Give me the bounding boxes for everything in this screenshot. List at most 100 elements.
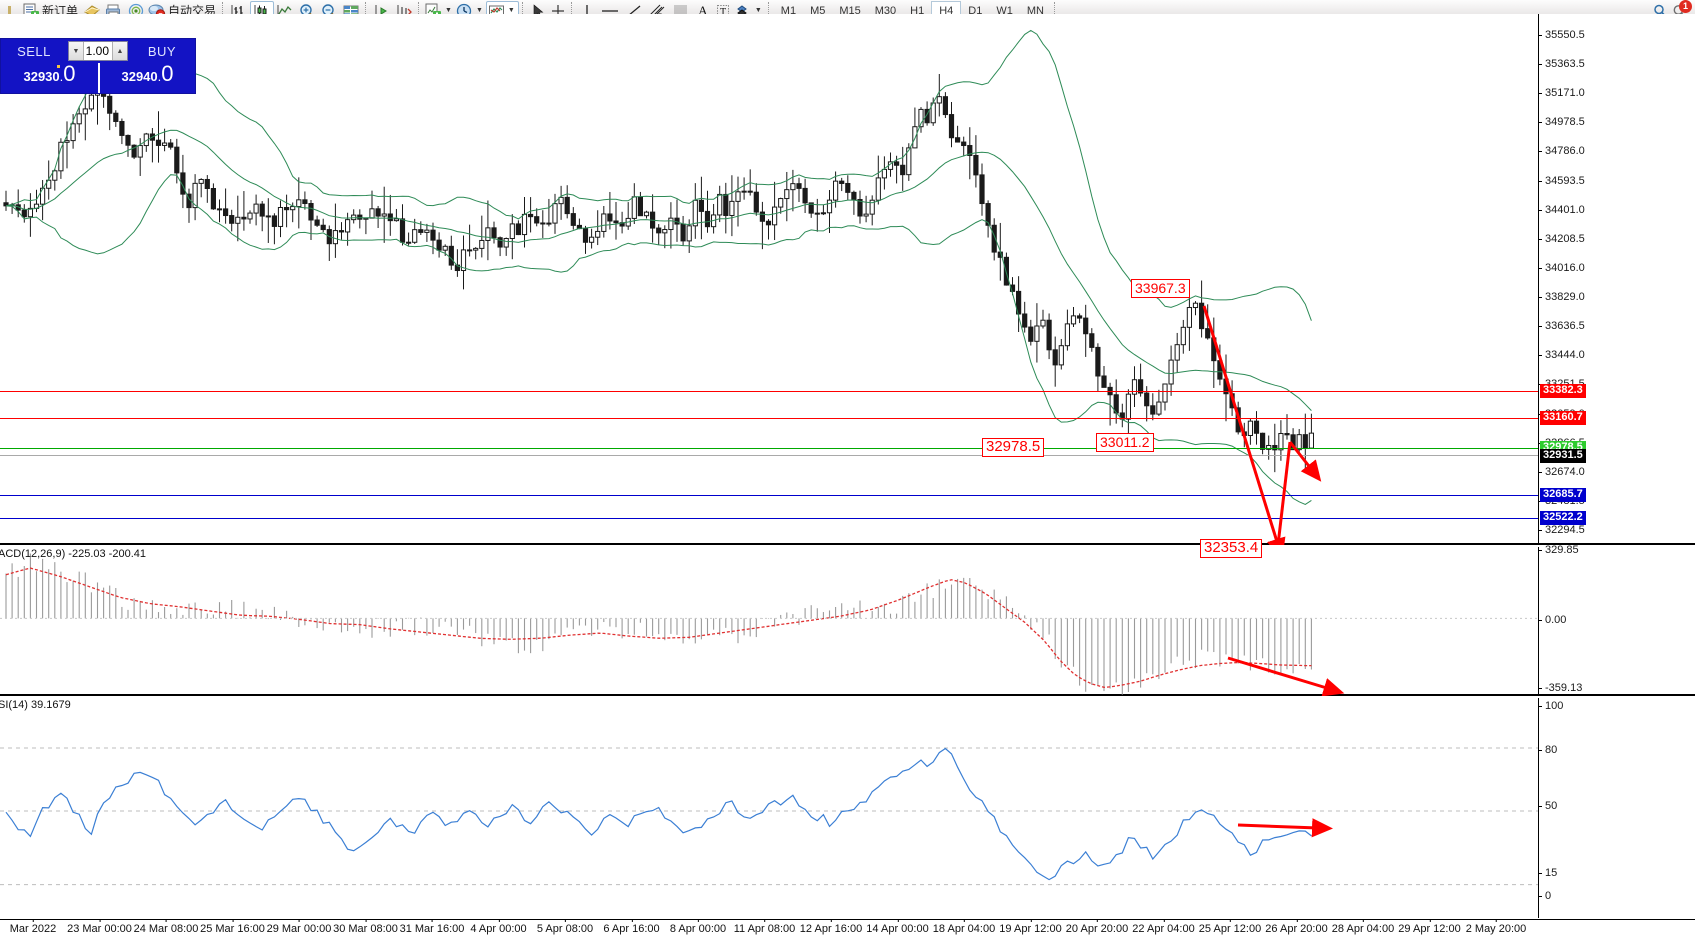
trendline-icon[interactable] — [623, 1, 645, 21]
rsi-tick: 15 — [1539, 867, 1557, 879]
time-tick-label: 31 Mar 16:00 — [399, 919, 465, 935]
price-level-tag[interactable]: 33382.3 — [1540, 384, 1586, 398]
annotation-33011[interactable]: 33011.2 — [1096, 433, 1154, 452]
price-plot-area[interactable] — [0, 14, 1538, 545]
resistance-line-33160[interactable] — [0, 418, 1538, 419]
toolbar-separator-4 — [521, 1, 525, 20]
macd-label: ACD(12,26,9) -225.03 -200.41 — [0, 548, 146, 560]
price-tick: 34786.0 — [1539, 145, 1585, 157]
template-dropdown-arrow[interactable]: ▼ — [507, 7, 515, 14]
rsi-scale[interactable]: 100 80 50 15 0 — [1538, 698, 1695, 918]
text-icon[interactable]: A — [698, 2, 708, 18]
macd-tick: -359.13 — [1539, 682, 1582, 694]
rsi-plot-area[interactable] — [0, 698, 1538, 918]
candlestick-series — [3, 29, 1315, 505]
price-level-tag[interactable]: 32522.2 — [1540, 511, 1586, 525]
toolbar-separator-5 — [570, 1, 574, 20]
oct-price-row: 32930 . 0 32940 . 0 — [1, 63, 195, 93]
period-dropdown-arrow[interactable]: ▼ — [475, 7, 483, 14]
buy-price-separator: . — [157, 69, 162, 84]
time-tick-label: 23 Mar 00:00 — [67, 919, 132, 935]
price-tick: 32294.5 — [1539, 524, 1585, 536]
macd-indicator-pane[interactable]: ACD(12,26,9) -225.03 -200.41 329.85 0.00 -… — [0, 544, 1695, 696]
resistance-line-33382[interactable] — [0, 391, 1538, 392]
sell-price-integer: 32930 — [23, 69, 60, 84]
price-tick: 34978.5 — [1539, 116, 1585, 128]
time-tick-label: 29 Apr 12:00 — [1398, 919, 1461, 935]
support-line-32685[interactable] — [0, 495, 1538, 496]
price-tick: 32674.0 — [1539, 466, 1585, 478]
timeframe-mn[interactable]: MN — [1026, 4, 1044, 17]
time-tick-label: 30 Mar 08:00 — [333, 919, 398, 935]
time-tick-label: 29 Mar 00:00 — [266, 919, 332, 935]
price-tick: 35550.5 — [1539, 29, 1585, 41]
time-tick-label: 4 Apr 00:00 — [470, 919, 527, 935]
timeframe-h1[interactable]: H1 — [910, 4, 925, 17]
sell-button[interactable]: 32930 . 0 — [1, 63, 98, 93]
macd-tick: 329.85 — [1539, 544, 1579, 556]
timeframe-w1[interactable]: W1 — [996, 4, 1013, 17]
price-level-tag[interactable]: 32931.5 — [1540, 449, 1586, 463]
period-icon[interactable]: ▼ — [455, 1, 486, 21]
timeframe-m30[interactable]: M30 — [874, 4, 897, 17]
time-tick-label: 20 Apr 20:00 — [1065, 919, 1129, 935]
tick-direction-indicator — [57, 65, 60, 68]
toolbar-left-edge-icon[interactable] — [2, 1, 22, 21]
macd-scale[interactable]: 329.85 0.00 -359.13 — [1538, 544, 1695, 694]
buy-button[interactable]: 32940 . 0 — [98, 63, 195, 93]
time-tick-label: 18 Apr 04:00 — [932, 919, 996, 935]
volume-value[interactable]: 1.00 — [85, 44, 109, 58]
price-tick: 35171.0 — [1539, 87, 1585, 99]
svg-text:T: T — [720, 7, 726, 18]
timeframe-m5[interactable]: M5 — [810, 4, 826, 17]
toolbar-separator — [222, 1, 225, 20]
time-tick-label: 25 Apr 12:00 — [1198, 919, 1262, 935]
price-tick: 34401.0 — [1539, 204, 1585, 216]
toolbar-separator-2 — [365, 1, 368, 20]
timeframe-m15[interactable]: M15 — [839, 4, 861, 17]
price-tick: 35363.5 — [1539, 58, 1585, 70]
one-click-trading-panel: SELL ▼ 1.00 ▲ BUY 32930 . 0 32940 . 0 — [0, 38, 196, 94]
price-level-tag[interactable]: 32685.7 — [1540, 488, 1586, 502]
support-line-32978[interactable] — [0, 448, 1538, 449]
price-level-tag[interactable]: 33160.7 — [1540, 411, 1586, 425]
time-tick-label: 11 Apr 08:00 — [733, 919, 796, 935]
toolbar-separator-6 — [767, 1, 771, 20]
volume-decrease-button[interactable]: ▼ — [69, 42, 84, 60]
time-tick-label: 14 Apr 00:00 — [866, 919, 929, 935]
volume-input[interactable]: ▼ 1.00 ▲ — [68, 41, 128, 61]
time-tick-label: 24 Mar 08:00 — [133, 919, 199, 935]
annotation-32353[interactable]: 32353.4 — [1200, 539, 1263, 558]
annotation-32978[interactable]: 32978.5 — [982, 438, 1045, 457]
notification-bell-icon[interactable]: 1 — [1670, 0, 1692, 21]
buy-price-integer: 32940 — [121, 69, 158, 84]
rsi-indicator-pane[interactable]: SI(14) 39.1679 100 80 50 15 0 — [0, 698, 1695, 918]
current-price-line — [0, 455, 1538, 456]
price-tick: 33829.0 — [1539, 291, 1585, 303]
rsi-series — [0, 747, 1538, 886]
timeframe-m1[interactable]: M1 — [780, 4, 797, 17]
volume-increase-button[interactable]: ▲ — [112, 42, 127, 60]
price-tick: 34593.5 — [1539, 175, 1585, 187]
sell-label: SELL — [17, 43, 51, 59]
time-tick-label: 25 Mar 16:00 — [200, 919, 265, 935]
shapes-dropdown-arrow[interactable]: ▼ — [754, 7, 762, 14]
indicators-dropdown-arrow[interactable]: ▼ — [445, 7, 452, 14]
time-tick-label: 22 Apr 04:00 — [1132, 919, 1195, 935]
time-axis[interactable]: Mar 2022 23 Mar 00:00 24 Mar 08:00 25 Mar 1… — [0, 919, 1695, 937]
notification-count: 1 — [1679, 0, 1692, 13]
macd-plot-area[interactable] — [0, 547, 1538, 696]
toolbar-separator-3 — [418, 1, 421, 20]
price-tick: 34208.5 — [1539, 233, 1585, 245]
oct-top-row: SELL ▼ 1.00 ▲ BUY — [1, 39, 195, 63]
rsi-tick: 50 — [1539, 800, 1557, 812]
time-tick-label: 28 Apr 04:00 — [1331, 919, 1395, 935]
price-scale[interactable]: 35550.5 35363.5 35171.0 34978.5 34786.0 34593… — [1538, 14, 1695, 543]
timeframe-d1[interactable]: D1 — [968, 4, 983, 17]
buy-label: BUY — [147, 43, 177, 59]
horizontal-line-icon[interactable] — [597, 1, 623, 21]
annotation-33967[interactable]: 33967.3 — [1131, 279, 1190, 298]
support-line-32522[interactable] — [0, 518, 1538, 519]
price-chart-pane[interactable]: 33967.3 33011.2 32978.5 32353.4 35550.5 3… — [0, 14, 1695, 558]
